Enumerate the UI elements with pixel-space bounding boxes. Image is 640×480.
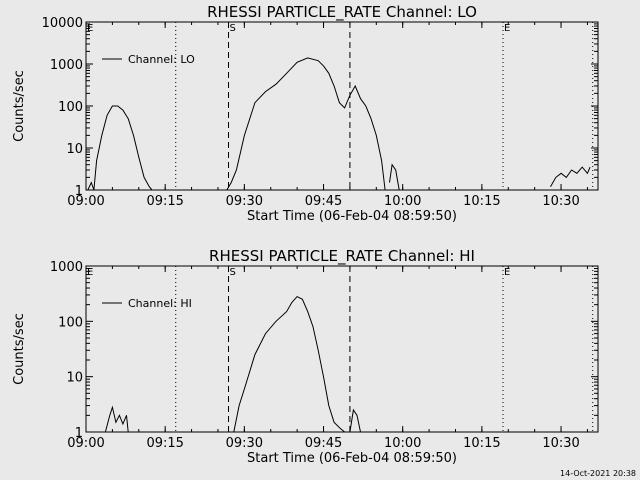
x-tick-label: 09:00 bbox=[67, 436, 104, 451]
x-tick-label: 09:45 bbox=[305, 194, 342, 209]
x-tick-label: 10:30 bbox=[542, 436, 579, 451]
y-tick-label: 10 bbox=[66, 371, 83, 386]
chart-title: RHESSI PARTICLE_RATE Channel: HI bbox=[209, 247, 475, 266]
series-line bbox=[87, 105, 153, 191]
y-tick-label: 100 bbox=[58, 315, 83, 330]
chart-title: RHESSI PARTICLE_RATE Channel: LO bbox=[207, 3, 477, 22]
x-tick-label: 09:30 bbox=[226, 194, 263, 209]
y-tick-label: 1 bbox=[75, 184, 83, 199]
y-axis-title: Counts/sec bbox=[12, 70, 27, 142]
plot-frame bbox=[85, 265, 599, 433]
x-tick-label: 10:00 bbox=[384, 436, 421, 451]
interval-annotation: S bbox=[230, 267, 236, 278]
series-line bbox=[226, 57, 386, 191]
x-tick-label: 10:15 bbox=[463, 436, 500, 451]
y-tick-label: 1 bbox=[75, 426, 83, 441]
series-line bbox=[389, 163, 400, 191]
legend-label: Channel: LO bbox=[128, 53, 195, 66]
x-tick-label: 09:45 bbox=[305, 436, 342, 451]
y-tick-label: 1000 bbox=[50, 58, 83, 73]
x-tick-label: 10:15 bbox=[463, 194, 500, 209]
chart-panel: 09:00 09:15 09:30 09:45 10:00 10:15 10:30 1 10 10… bbox=[12, 3, 599, 224]
y-axis-title: Counts/sec bbox=[12, 313, 27, 385]
series-line bbox=[550, 166, 591, 187]
interval-annotation: E bbox=[87, 267, 93, 278]
interval-annotation: E bbox=[504, 23, 510, 34]
y-tick-label: 1000 bbox=[50, 260, 83, 275]
timestamp-stamp: 14-Oct-2021 20:38 bbox=[560, 469, 636, 478]
x-tick-label: 09:15 bbox=[146, 436, 183, 451]
chart-panel: 09:00 09:15 09:30 09:45 10:00 10:15 10:30 1 10 10… bbox=[12, 247, 599, 466]
interval-annotation: E bbox=[504, 267, 510, 278]
series-line bbox=[233, 295, 345, 433]
x-tick-label: 10:00 bbox=[384, 194, 421, 209]
x-axis-title: Start Time (06-Feb-04 08:59:50) bbox=[247, 451, 457, 466]
series-line bbox=[104, 405, 129, 433]
y-tick-label: 10000 bbox=[42, 16, 83, 31]
y-tick-label: 100 bbox=[58, 100, 83, 115]
x-axis-title: Start Time (06-Feb-04 08:59:50) bbox=[247, 209, 457, 224]
y-tick-label: 10 bbox=[66, 142, 83, 157]
interval-annotation: E bbox=[87, 23, 93, 34]
legend-label: Channel: HI bbox=[128, 297, 192, 310]
series-line bbox=[349, 408, 361, 433]
x-tick-label: 09:00 bbox=[67, 194, 104, 209]
x-tick-label: 09:30 bbox=[226, 436, 263, 451]
interval-annotation: S bbox=[230, 23, 236, 34]
x-tick-label: 10:30 bbox=[542, 194, 579, 209]
x-tick-label: 09:15 bbox=[146, 194, 183, 209]
